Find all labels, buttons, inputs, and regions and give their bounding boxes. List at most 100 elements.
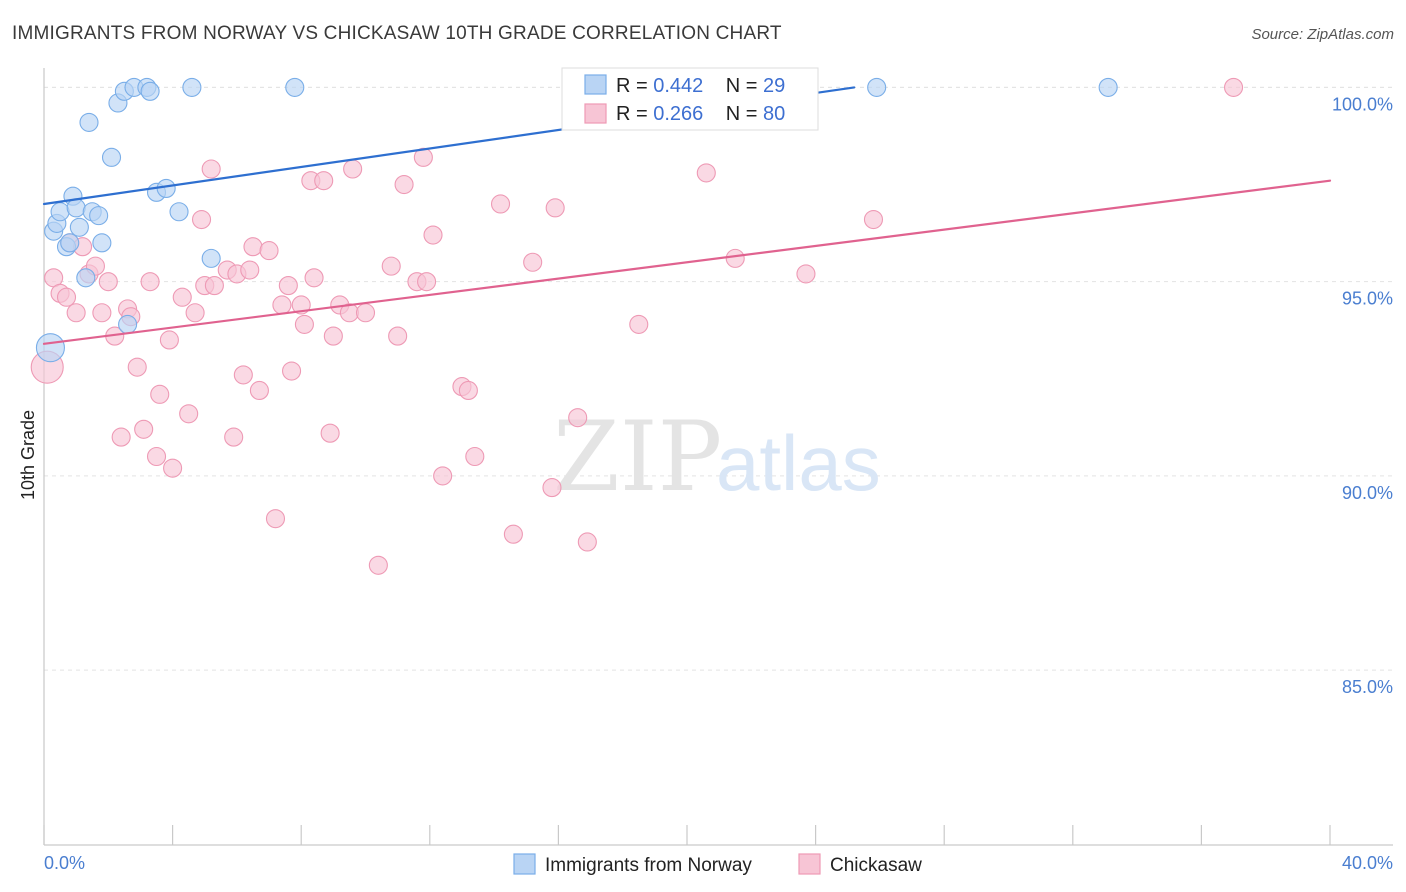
chart-title: IMMIGRANTS FROM NORWAY VS CHICKASAW 10TH… xyxy=(12,23,782,44)
chickasaw-point-41 xyxy=(291,295,311,315)
chickasaw-point-16 xyxy=(134,419,154,439)
chickasaw-point-53 xyxy=(381,256,401,276)
legend-n-label-norway: N = xyxy=(726,75,763,97)
legend-row-norway: R = 0.442 N = 29 xyxy=(616,75,785,97)
series-legend-swatch-chickasaw xyxy=(798,853,821,875)
chickasaw-point-65 xyxy=(503,524,523,544)
chickasaw-point-45 xyxy=(314,171,334,191)
legend-row-chickasaw: R = 0.266 N = 80 xyxy=(616,103,785,125)
chickasaw-trend-line xyxy=(42,179,1332,345)
chickasaw-point-73 xyxy=(696,163,716,183)
chickasaw-point-78 xyxy=(863,209,884,230)
norway-point-14 xyxy=(101,147,122,167)
norway-point-28 xyxy=(1098,77,1118,97)
chickasaw-point-32 xyxy=(233,365,253,385)
chickasaw-point-28 xyxy=(204,276,224,296)
chickasaw-point-46 xyxy=(320,423,340,443)
y-tick-label-3: 85.0% xyxy=(1342,677,1393,697)
chickasaw-point-66 xyxy=(523,252,543,272)
series-legend: Immigrants from Norway Chickasaw xyxy=(513,853,922,876)
y-tick-label-0: 100.0% xyxy=(1332,94,1393,114)
y-tick-label-2: 90.0% xyxy=(1342,483,1393,503)
norway-point-24 xyxy=(182,77,202,97)
chickasaw-point-12 xyxy=(111,427,131,447)
norway-point-13 xyxy=(92,233,112,253)
chickasaw-point-77 xyxy=(796,264,816,284)
chickasaw-point-50 xyxy=(343,159,363,179)
chickasaw-point-74 xyxy=(725,248,745,268)
chickasaw-point-38 xyxy=(272,295,292,315)
chickasaw-point-71 xyxy=(629,314,649,334)
chickasaw-point-54 xyxy=(388,326,408,346)
chickasaw-point-39 xyxy=(278,276,298,296)
chickasaw-point-25 xyxy=(191,209,212,230)
chickasaw-point-67 xyxy=(542,478,562,498)
legend-n-value-chickasaw: 80 xyxy=(763,103,785,125)
y-axis-label: 10th Grade xyxy=(18,410,38,500)
norway-point-5 xyxy=(60,233,80,253)
norway-point-20 xyxy=(140,81,160,101)
series-legend-label-chickasaw: Chickasaw xyxy=(830,855,922,876)
norway-point-22 xyxy=(156,178,176,198)
correlation-legend: R = 0.442 N = 29 R = 0.266 N = 80 xyxy=(561,67,819,131)
chickasaw-point-70 xyxy=(577,532,597,552)
norway-point-17 xyxy=(118,314,138,334)
chickasaw-point-44 xyxy=(304,268,324,288)
chickasaw-point-24 xyxy=(185,303,205,323)
y-tick-label-1: 95.0% xyxy=(1342,289,1393,309)
chickasaw-point-55 xyxy=(394,175,414,195)
norway-point-0 xyxy=(35,333,65,363)
chickasaw-point-15 xyxy=(127,357,147,377)
series-legend-label-norway: Immigrants from Norway xyxy=(545,855,752,876)
chickasaw-point-51 xyxy=(355,303,376,323)
chickasaw-point-3 xyxy=(56,287,77,307)
norway-point-26 xyxy=(285,77,305,97)
chickasaw-point-9 xyxy=(92,303,112,323)
chickasaw-point-19 xyxy=(150,384,170,404)
chickasaw-point-17 xyxy=(140,272,160,292)
chickasaw-point-36 xyxy=(259,241,279,261)
chickasaw-point-69 xyxy=(568,408,588,428)
legend-r-label-norway: R = xyxy=(616,75,653,97)
chickasaw-point-33 xyxy=(240,260,260,280)
chickasaw-point-21 xyxy=(163,458,183,478)
series-legend-swatch-norway xyxy=(513,853,536,875)
chickasaw-point-47 xyxy=(323,326,343,346)
chickasaw-point-18 xyxy=(146,446,167,467)
chickasaw-point-30 xyxy=(224,427,244,447)
norway-point-10 xyxy=(79,112,99,132)
legend-n-value-norway: 29 xyxy=(763,75,785,97)
legend-r-value-chickasaw: 0.266 xyxy=(653,103,703,125)
chickasaw-point-52 xyxy=(368,555,388,575)
chickasaw-point-68 xyxy=(545,198,565,218)
chickasaw-point-23 xyxy=(179,404,199,424)
chart-source: Source: ZipAtlas.com xyxy=(1251,26,1394,43)
chickasaw-point-42 xyxy=(294,314,314,334)
series-norway-points xyxy=(35,77,1118,363)
chickasaw-point-10 xyxy=(98,272,118,292)
chickasaw-point-60 xyxy=(433,466,453,486)
legend-r-value-norway: 0.442 xyxy=(653,75,703,97)
chickasaw-point-20 xyxy=(159,330,179,350)
chickasaw-point-58 xyxy=(417,272,437,292)
chickasaw-point-79 xyxy=(1224,77,1244,97)
chickasaw-point-22 xyxy=(172,287,192,307)
x-tick-label-min: 0.0% xyxy=(44,853,85,873)
norway-point-8 xyxy=(69,217,89,237)
series-chickasaw-points xyxy=(30,77,1244,575)
norway-point-3 xyxy=(50,202,70,222)
norway-point-9 xyxy=(76,268,96,288)
y-tick-labels: 100.0% 95.0% 90.0% 85.0% xyxy=(1332,94,1393,697)
chickasaw-point-64 xyxy=(490,194,511,214)
chickasaw-point-27 xyxy=(201,159,221,179)
legend-r-label-chickasaw: R = xyxy=(616,103,653,125)
norway-point-7 xyxy=(66,198,86,218)
norway-point-27 xyxy=(867,77,887,97)
watermark-atlas: atlas xyxy=(716,419,881,507)
x-axis-ticks xyxy=(43,825,1331,845)
norway-point-25 xyxy=(201,248,221,268)
norway-point-23 xyxy=(169,202,189,222)
chickasaw-point-34 xyxy=(243,237,263,257)
legend-swatch-norway xyxy=(584,74,607,95)
